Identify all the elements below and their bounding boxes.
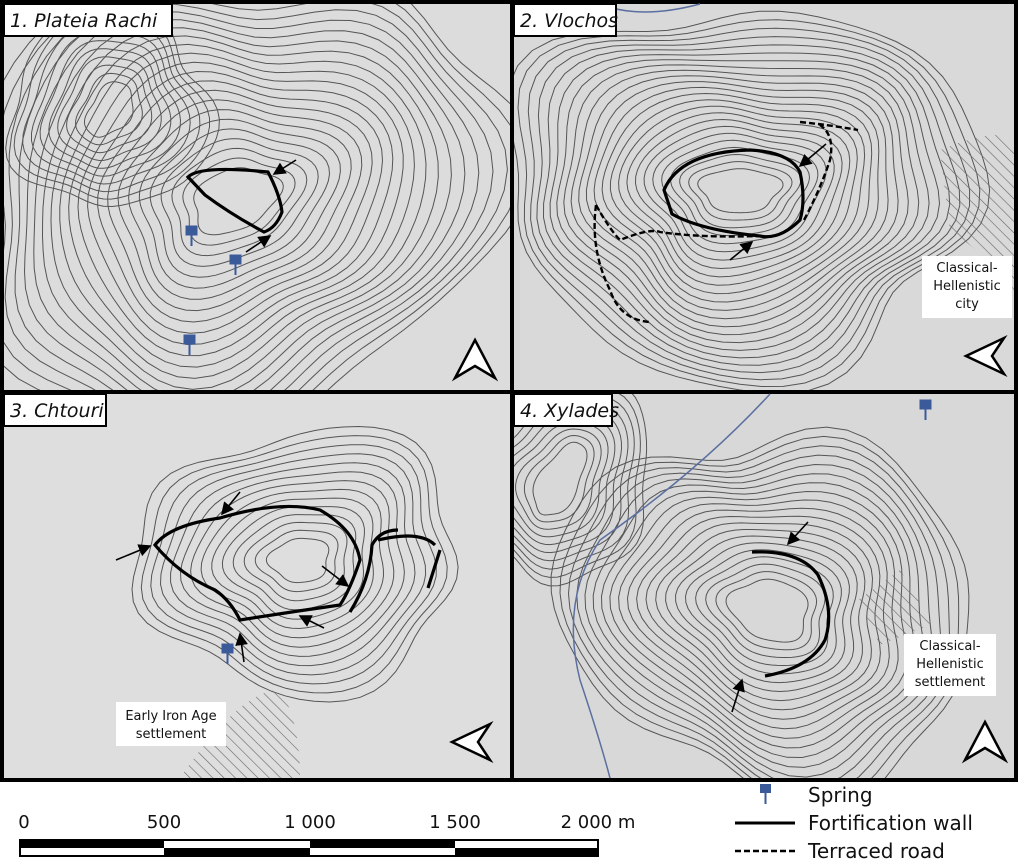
scale-label: 1 500 [429, 812, 481, 833]
panel-title: 1. Plateia Rachi [10, 10, 158, 32]
panel-title: 4. Xylades [520, 400, 619, 422]
annotation: settlement [915, 675, 986, 690]
scale-label: 1 000 [284, 812, 336, 833]
scale-bar [20, 840, 598, 856]
legend-label: Spring [808, 783, 873, 807]
panel-title: 3. Chtouri [10, 400, 104, 422]
scale-label: 0 [18, 812, 29, 833]
annotation: city [955, 297, 979, 312]
legend: Spring Fortification wall Terraced road [735, 783, 973, 860]
annotation: Classical- [936, 261, 998, 276]
annotation: settlement [136, 727, 207, 742]
legend-spring [760, 784, 771, 793]
scale-label: 500 [147, 812, 181, 833]
legend-label: Fortification wall [808, 811, 973, 835]
panel-title: 2. Vlochos [520, 10, 618, 32]
annotation: Classical- [919, 639, 981, 654]
annotation: Hellenistic [916, 657, 983, 672]
legend-label: Terraced road [807, 839, 945, 860]
panel-bg [514, 394, 1014, 778]
annotation: Hellenistic [933, 279, 1000, 294]
annotation: Early Iron Age [125, 709, 216, 724]
figure: 1. Plateia Rachi 2. Vlochos 3. Chtouri 4… [0, 0, 1018, 860]
scale-label: 2 000 m [561, 812, 636, 833]
